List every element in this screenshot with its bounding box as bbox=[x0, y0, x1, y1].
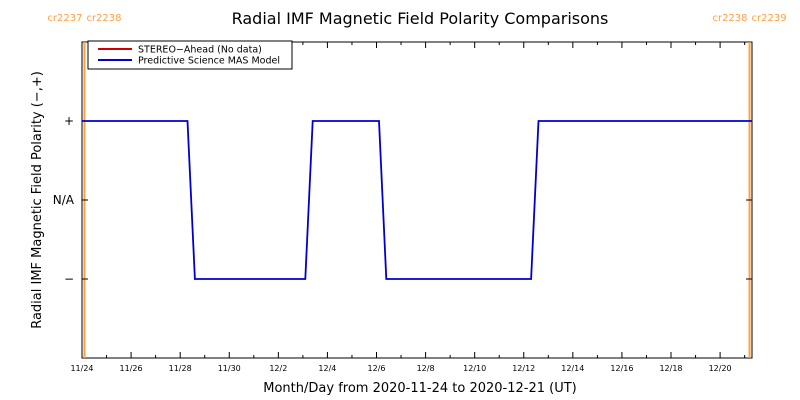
series-line-mas-model bbox=[82, 120, 752, 280]
cr-label-left: cr2237 bbox=[47, 13, 82, 24]
x-tick-label: 12/10 bbox=[463, 364, 486, 373]
x-tick-label: 11/26 bbox=[120, 364, 143, 373]
y-axis: + N/A − bbox=[53, 114, 752, 286]
chart-title: Radial IMF Magnetic Field Polarity Compa… bbox=[232, 9, 609, 28]
carrington-markers bbox=[83, 42, 751, 358]
legend-box bbox=[87, 40, 293, 70]
y-tick-label: − bbox=[64, 272, 74, 286]
series-layer bbox=[82, 120, 752, 280]
legend: STEREO−Ahead (No data)Predictive Science… bbox=[87, 40, 293, 70]
x-tick-label: 12/16 bbox=[610, 364, 633, 373]
y-tick-label: N/A bbox=[53, 193, 75, 207]
x-tick-label: 11/28 bbox=[169, 364, 192, 373]
plot-frame bbox=[81, 41, 753, 359]
y-tick-label: + bbox=[64, 114, 74, 128]
y-axis-label: Radial IMF Magnetic Field Polarity (−,+) bbox=[30, 71, 45, 329]
x-tick-label: 11/30 bbox=[218, 364, 241, 373]
cr-label-left: cr2238 bbox=[712, 13, 747, 24]
x-tick-label: 11/24 bbox=[70, 364, 93, 373]
x-tick-label: 12/2 bbox=[269, 364, 287, 373]
legend-entry-label: Predictive Science MAS Model bbox=[138, 56, 280, 67]
x-axis-label: Month/Day from 2020-11-24 to 2020-12-21 … bbox=[263, 381, 576, 396]
x-tick-label: 12/8 bbox=[417, 364, 435, 373]
carrington-rotation-labels: cr2237 cr2238 cr2238 cr2239 bbox=[47, 13, 786, 24]
cr-label-right: cr2238 bbox=[86, 13, 121, 24]
cr-label-right: cr2239 bbox=[752, 13, 787, 24]
x-axis: 11/24 11/26 11/28 11/30 12/2 12/4 12/6 12/8 12/1… bbox=[70, 42, 746, 373]
x-tick-label: 12/4 bbox=[318, 364, 336, 373]
x-tick-label: 12/18 bbox=[659, 364, 682, 373]
x-tick-label: 12/6 bbox=[368, 364, 386, 373]
legend-entry-label: STEREO−Ahead (No data) bbox=[138, 45, 262, 56]
x-tick-label: 12/14 bbox=[561, 364, 584, 373]
x-tick-label: 12/20 bbox=[709, 364, 732, 373]
x-tick-label: 12/12 bbox=[512, 364, 535, 373]
